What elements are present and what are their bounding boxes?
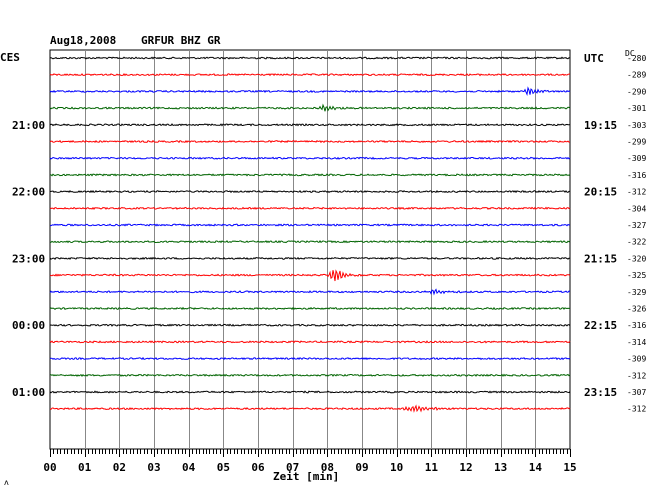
seismic-trace xyxy=(49,173,571,177)
seismic-trace xyxy=(49,86,571,97)
dc-offset-value: -314 xyxy=(627,338,646,347)
seismic-trace xyxy=(49,269,571,282)
seismic-trace xyxy=(49,306,571,311)
seismic-trace xyxy=(49,256,571,261)
left-hour-label: 22:00 xyxy=(12,186,45,199)
seismic-trace xyxy=(49,390,571,394)
x-tick-label: 03 xyxy=(147,461,160,474)
x-axis-title: Zeit [min] xyxy=(273,470,340,483)
seismic-trace xyxy=(49,72,571,77)
seismic-trace xyxy=(49,123,570,127)
seismic-trace xyxy=(49,288,571,296)
seismic-trace xyxy=(49,404,571,413)
x-tick-label: 08 xyxy=(321,461,334,474)
x-tick-label: 09 xyxy=(355,461,368,474)
x-tick-label: 01 xyxy=(78,461,92,474)
corner-mark: ʌ xyxy=(4,478,9,487)
right-hour-label: 21:15 xyxy=(584,252,617,265)
seismic-trace xyxy=(49,103,571,112)
x-tick-label: 04 xyxy=(182,461,196,474)
station-name: GRFUR BHZ GR xyxy=(141,34,221,47)
dc-offset-value: -309 xyxy=(627,355,646,364)
dc-offset-value: -322 xyxy=(627,238,646,247)
dc-offset-value: -316 xyxy=(627,321,646,330)
x-tick-label: 05 xyxy=(217,461,230,474)
left-hour-label: 01:00 xyxy=(12,386,45,399)
dc-offset-value: -303 xyxy=(627,121,646,130)
dc-offset-value: -280 xyxy=(627,54,646,63)
x-tick-label: 02 xyxy=(113,461,126,474)
seismic-trace xyxy=(49,56,571,60)
x-tick-label: 12 xyxy=(459,461,472,474)
dc-offset-value: -312 xyxy=(627,371,646,380)
x-tick-label: 14 xyxy=(529,461,543,474)
dc-offset-value: -320 xyxy=(627,254,646,263)
dc-offset-value: -326 xyxy=(627,305,646,314)
right-hour-label: 20:15 xyxy=(584,186,617,199)
dc-offset-value: -301 xyxy=(627,104,646,113)
x-tick-label: 06 xyxy=(251,461,265,474)
seismic-trace xyxy=(49,206,571,211)
seismic-trace xyxy=(49,156,571,160)
dc-offset-value: -329 xyxy=(627,288,646,297)
left-hour-label: 21:00 xyxy=(12,119,45,132)
x-tick-label: 15 xyxy=(563,461,576,474)
seismic-trace xyxy=(49,323,571,327)
left-timezone-label: CES xyxy=(0,51,20,64)
left-hour-label: 23:00 xyxy=(12,252,45,265)
dc-offset-value: -312 xyxy=(627,405,646,414)
dc-offset-value: -316 xyxy=(627,171,646,180)
dc-offset-value: -290 xyxy=(627,87,646,96)
seismic-trace xyxy=(49,189,571,194)
x-tick-label: 00 xyxy=(43,461,56,474)
traces: -280 -289 -290 -301 -303 -299 -309 -316 -312 -304… xyxy=(12,52,646,414)
dc-offset-value: -309 xyxy=(627,154,646,163)
dc-offset-value: -299 xyxy=(627,138,646,147)
x-tick-label: 13 xyxy=(494,461,507,474)
right-hour-label: 19:15 xyxy=(584,119,617,132)
dc-offset-value: -289 xyxy=(627,71,646,80)
right-hour-label: UTC xyxy=(584,52,604,65)
seismic-trace xyxy=(49,139,570,144)
dc-offset-value: -327 xyxy=(627,221,646,230)
x-tick-label: 11 xyxy=(425,461,439,474)
seismic-trace xyxy=(49,340,571,344)
dc-offset-value: -312 xyxy=(627,188,646,197)
dc-offset-value: -307 xyxy=(627,388,646,397)
x-axis: 00 01 02 03 04 05 06 07 08 09 10 11 12 13 14 15 xyxy=(43,449,577,474)
dc-offset-value: -304 xyxy=(627,204,646,213)
grid xyxy=(49,49,571,450)
right-hour-label: 23:15 xyxy=(584,386,617,399)
plot-frame xyxy=(49,49,571,450)
seismic-trace xyxy=(49,356,571,361)
dc-offset-value: -325 xyxy=(627,271,646,280)
seismic-trace xyxy=(50,223,571,227)
recording-date: Aug18,2008 xyxy=(50,34,117,47)
x-tick-label: 10 xyxy=(390,461,403,474)
seismic-trace xyxy=(49,240,571,244)
seismic-trace xyxy=(50,373,571,378)
left-hour-label: 00:00 xyxy=(12,319,45,332)
dc-label: DC xyxy=(625,49,635,58)
right-hour-label: 22:15 xyxy=(584,319,617,332)
x-tick-label: 07 xyxy=(286,461,299,474)
